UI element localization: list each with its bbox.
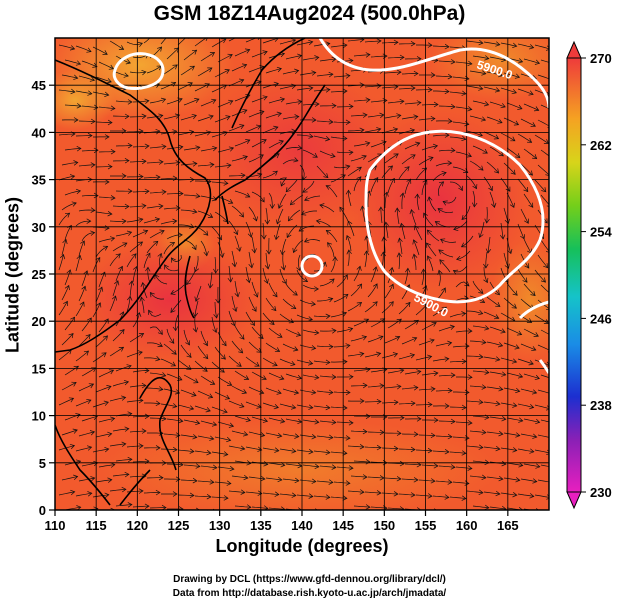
x-tick-label: 145 <box>332 518 354 533</box>
y-tick-label: 0 <box>39 503 46 518</box>
y-axis: 0 5 10 15 20 25 30 35 40 45 <box>32 78 55 518</box>
x-tick-label: 155 <box>415 518 437 533</box>
x-tick-label: 160 <box>456 518 478 533</box>
x-tick-label: 135 <box>250 518 272 533</box>
colorbar-tick-label: 270 <box>590 51 612 66</box>
y-tick-label: 15 <box>32 361 46 376</box>
y-tick-label: 30 <box>32 220 46 235</box>
x-tick-label: 130 <box>209 518 231 533</box>
y-tick-label: 25 <box>32 267 46 282</box>
y-tick-label: 5 <box>39 456 46 471</box>
x-tick-label: 150 <box>373 518 395 533</box>
map-gridlines <box>55 38 549 510</box>
x-tick-label: 140 <box>291 518 313 533</box>
credit-data-source: Data from http://database.rish.kyoto-u.a… <box>172 588 447 599</box>
y-axis-label: Latitude (degrees) <box>2 196 23 354</box>
y-tick-label: 45 <box>32 78 46 93</box>
x-tick-label: 125 <box>168 518 190 533</box>
x-tick-label: 115 <box>86 518 107 533</box>
wind-streamlines <box>58 38 549 510</box>
credit-drawing: Drawing by DCL (https://www.gfd-dennou.o… <box>173 574 446 585</box>
x-axis-label: Longitude (degrees) <box>215 536 389 556</box>
temperature-field <box>55 38 549 510</box>
colorbar: 230 238 246 254 262 270 <box>566 40 612 510</box>
colorbar-tick-label: 262 <box>590 138 612 153</box>
y-tick-label: 10 <box>32 409 46 424</box>
map-title: GSM 18Z14Aug2024 (500.0hPa) <box>153 2 466 25</box>
x-tick-label: 120 <box>126 518 148 533</box>
y-tick-label: 35 <box>32 173 46 188</box>
coastlines <box>55 38 326 506</box>
y-tick-label: 20 <box>32 314 46 329</box>
colorbar-tick-label: 238 <box>590 398 612 413</box>
x-tick-label: 165 <box>497 518 519 533</box>
colorbar-upper-arrow <box>566 40 582 59</box>
colorbar-lower-arrow <box>566 491 582 510</box>
x-axis: 110 115 120 125 130 135 140 145 150 155 160 165 <box>45 510 519 533</box>
contour-5900 <box>112 38 549 374</box>
y-tick-label: 40 <box>32 125 46 140</box>
x-tick-label: 110 <box>45 518 66 533</box>
colorbar-tick-label: 230 <box>590 485 612 500</box>
colorbar-tick-label: 254 <box>590 225 612 240</box>
colorbar-tick-label: 246 <box>590 311 612 326</box>
